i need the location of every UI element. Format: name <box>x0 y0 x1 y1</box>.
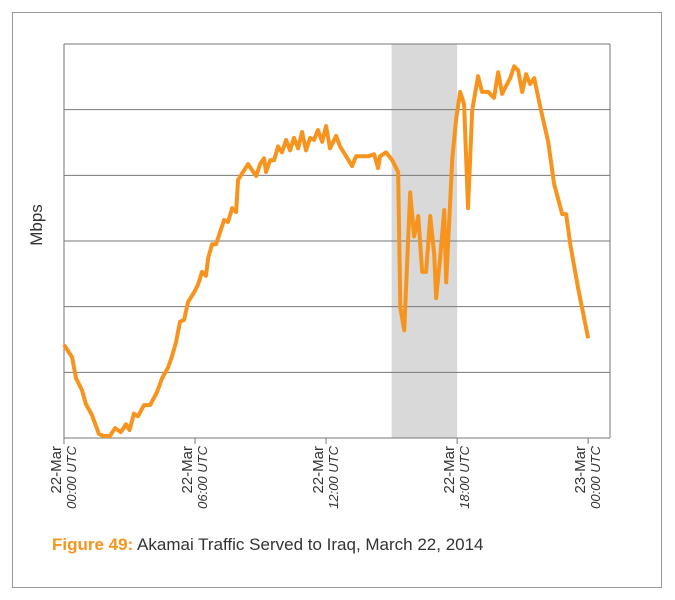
x-tick-date: 23-Mar <box>572 446 589 494</box>
x-tick-time: 00:00 UTC <box>64 445 79 508</box>
x-tick-date: 22-Mar <box>310 446 327 494</box>
x-tick-time: 18:00 UTC <box>457 445 472 508</box>
figure-label: Figure 49: <box>52 535 133 554</box>
traffic-line <box>62 64 591 439</box>
x-tick-label: 22-Mar12:00 UTC <box>310 445 341 508</box>
caption-text: Akamai Traffic Served to Iraq, March 22,… <box>137 535 483 554</box>
x-tick-label: 22-Mar18:00 UTC <box>441 445 472 508</box>
x-tick-time: 12:00 UTC <box>326 445 341 508</box>
y-axis-label: Mbps <box>27 204 46 246</box>
x-tick-time: 06:00 UTC <box>195 445 210 508</box>
x-tick-date: 22-Mar <box>48 446 65 494</box>
x-tick-date: 22-Mar <box>441 446 458 494</box>
x-tick-label: 22-Mar00:00 UTC <box>48 445 79 508</box>
caption: Figure 49: Akamai Traffic Served to Iraq… <box>52 535 484 554</box>
x-tick-label: 23-Mar00:00 UTC <box>572 445 603 508</box>
x-tick-time: 00:00 UTC <box>588 445 603 508</box>
frame <box>12 12 662 588</box>
x-tick-date: 22-Mar <box>179 446 196 494</box>
x-tick-label: 22-Mar06:00 UTC <box>179 445 210 508</box>
